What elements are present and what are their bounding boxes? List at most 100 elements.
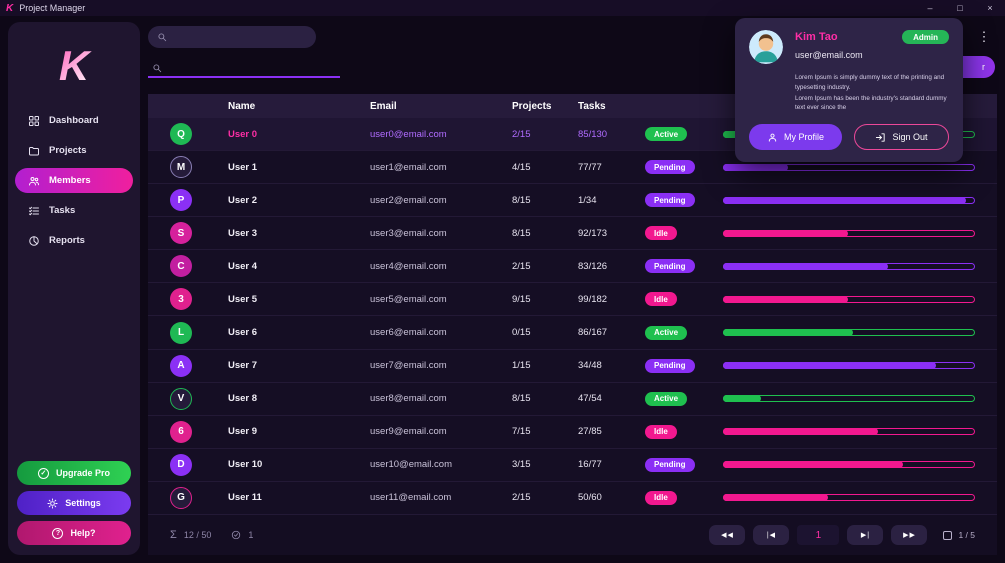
sidebar-item-projects[interactable]: Projects [15, 138, 133, 163]
pagination: ◀◀ |◀ 1 ▶| ▶▶ 1 / 5 [709, 525, 975, 545]
table-row[interactable]: G User 11 user11@email.com 2/15 50/60 Idle [148, 481, 997, 515]
selected-count-value: 1 [248, 530, 254, 540]
sign-out-button[interactable]: Sign Out [854, 124, 949, 150]
member-email: user1@email.com [370, 161, 447, 173]
sidebar-item-label: Tasks [49, 205, 76, 216]
column-header-tasks: Tasks [578, 100, 606, 112]
member-name: User 10 [228, 459, 263, 471]
status-badge: Active [645, 391, 688, 406]
status-badge: Idle [645, 424, 677, 439]
status-badge: Pending [645, 358, 695, 373]
member-tasks: 50/60 [578, 492, 602, 504]
minimize-button[interactable]: – [927, 3, 933, 13]
table-row[interactable]: L User 6 user6@email.com 0/15 86/167 Active [148, 316, 997, 350]
table-row[interactable]: D User 10 user10@email.com 3/15 16/77 Pending [148, 448, 997, 482]
member-email: user4@email.com [370, 260, 447, 272]
upgrade-pro-button[interactable]: ✓ Upgrade Pro [17, 461, 131, 485]
status-badge: Pending [645, 160, 695, 175]
question-circle-icon: ? [52, 527, 64, 539]
sidebar-item-reports[interactable]: Reports [15, 228, 133, 253]
page-indicator-value: 1 / 5 [958, 530, 975, 540]
global-search-input[interactable] [173, 30, 307, 44]
progress-bar [723, 163, 975, 171]
status-badge: Pending [645, 193, 695, 208]
status-badge: Active [645, 127, 688, 142]
table-row[interactable]: 3 User 5 user5@email.com 9/15 99/182 Idle [148, 283, 997, 317]
window-title: Project Manager [19, 3, 86, 13]
table-filter-input[interactable] [170, 61, 336, 74]
prev-page-button[interactable]: |◀ [753, 525, 790, 545]
table-row[interactable]: 6 User 9 user9@email.com 7/15 27/85 Idle [148, 415, 997, 449]
user-avatar [749, 30, 783, 64]
first-page-button[interactable]: ◀◀ [709, 525, 746, 545]
kebab-menu-icon[interactable]: ⋮ [977, 29, 991, 44]
folder-icon [28, 145, 40, 157]
avatar: G [170, 486, 192, 509]
member-projects: 8/15 [512, 194, 531, 206]
table-row[interactable]: S User 3 user3@email.com 8/15 92/173 Idle [148, 217, 997, 251]
table-row[interactable]: P User 2 user2@email.com 8/15 1/34 Pending [148, 184, 997, 218]
help-button[interactable]: ? Help? [17, 521, 131, 545]
close-button[interactable]: × [987, 3, 993, 13]
sidebar-nav: Dashboard Projects Members Tasks Reports [8, 108, 140, 253]
next-page-button[interactable]: ▶| [847, 525, 884, 545]
my-profile-button[interactable]: My Profile [749, 124, 842, 150]
titlebar: K Project Manager – □ × [0, 0, 1005, 16]
member-name: User 6 [228, 327, 258, 338]
member-projects: 2/15 [512, 260, 531, 272]
sidebar-item-members[interactable]: Members [15, 168, 133, 193]
member-tasks: 47/54 [578, 393, 602, 405]
member-projects: 1/15 [512, 360, 531, 372]
maximize-button[interactable]: □ [957, 3, 963, 13]
sidebar-item-tasks[interactable]: Tasks [15, 198, 133, 223]
settings-button[interactable]: Settings [17, 491, 131, 515]
status-badge: Idle [645, 292, 677, 307]
member-projects: 0/15 [512, 327, 531, 338]
last-page-button[interactable]: ▶▶ [891, 525, 928, 545]
table-row[interactable]: C User 4 user4@email.com 2/15 83/126 Pending [148, 250, 997, 284]
avatar: P [170, 189, 192, 212]
profile-popup-actions: My Profile Sign Out [749, 124, 949, 150]
progress-bar [723, 329, 975, 336]
member-name: User 8 [228, 393, 258, 405]
window-controls: – □ × [915, 0, 1005, 16]
member-projects: 4/15 [512, 161, 531, 173]
status-badge: Idle [645, 226, 677, 241]
table-row[interactable]: V User 8 user8@email.com 8/15 47/54 Active [148, 382, 997, 416]
member-name: User 11 [228, 492, 262, 504]
status-badge: Pending [645, 457, 695, 472]
user-bio-line: Lorem Ipsum has been the industry's stan… [795, 94, 947, 112]
table-footer: Σ 12 / 50 1 ◀◀ |◀ 1 ▶| ▶▶ [148, 515, 997, 555]
table-body: Q User 0 user0@email.com 2/15 85/130 Active M U… [148, 118, 997, 515]
user-name: Kim Tao [795, 31, 838, 43]
avatar: V [170, 387, 192, 410]
top-bar: ⋮ [148, 22, 997, 52]
column-header-name: Name [228, 100, 256, 112]
member-projects: 9/15 [512, 293, 531, 305]
table-filter[interactable] [148, 59, 340, 78]
sidebar-footer-label: Settings [65, 498, 101, 508]
sidebar-item-label: Reports [49, 235, 85, 246]
sign-out-icon [875, 132, 886, 143]
user-email: user@email.com [795, 50, 863, 60]
progress-bar [723, 262, 975, 270]
table-row[interactable]: A User 7 user7@email.com 1/15 34/48 Pending [148, 349, 997, 383]
brand-logo: K [8, 32, 140, 100]
profile-info: Kim Tao Admin user@email.com [795, 30, 949, 64]
global-search[interactable] [148, 26, 316, 48]
sign-out-label: Sign Out [892, 132, 928, 142]
current-page-input[interactable]: 1 [797, 525, 840, 545]
users-icon [28, 175, 40, 187]
avatar: 3 [170, 288, 192, 311]
sidebar-item-label: Projects [49, 145, 87, 156]
member-email: user9@email.com [370, 426, 447, 438]
profile-popup: Kim Tao Admin user@email.com Lorem Ipsum… [735, 18, 963, 162]
sidebar-item-dashboard[interactable]: Dashboard [15, 108, 133, 133]
user-bio-line: Lorem Ipsum is simply dummy text of the … [795, 74, 945, 91]
member-projects: 3/15 [512, 459, 531, 471]
my-profile-label: My Profile [783, 132, 824, 142]
sidebar-item-label: Members [49, 175, 91, 186]
member-projects: 2/15 [512, 492, 531, 504]
page-indicator: 1 / 5 [943, 530, 975, 540]
